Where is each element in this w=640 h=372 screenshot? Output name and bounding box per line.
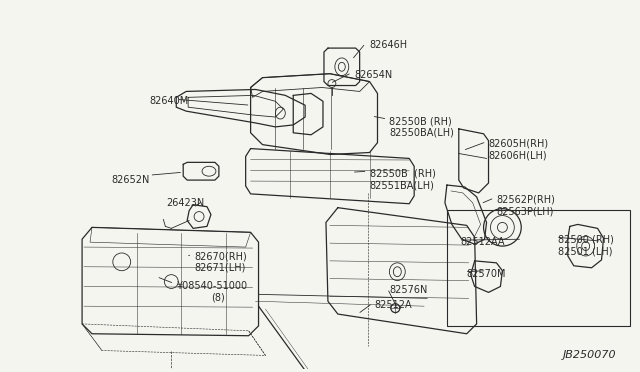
Text: 82501 (LH): 82501 (LH) (558, 246, 612, 256)
Text: 82640M: 82640M (150, 96, 189, 106)
Text: 82654N: 82654N (355, 70, 393, 80)
Text: 82550B (RH): 82550B (RH) (389, 116, 452, 126)
Text: 82671(LH): 82671(LH) (194, 263, 246, 273)
Text: 82652N: 82652N (112, 175, 150, 185)
Text: 82551BA(LH): 82551BA(LH) (369, 180, 435, 190)
Text: JB250070: JB250070 (563, 350, 616, 359)
Text: 82646H: 82646H (369, 40, 408, 50)
Text: ¥08540-51000: ¥08540-51000 (176, 280, 248, 291)
Text: 82606H(LH): 82606H(LH) (488, 151, 547, 161)
Text: 82576N: 82576N (389, 285, 428, 295)
Text: 26423N: 26423N (166, 198, 205, 208)
Text: 82562P(RH): 82562P(RH) (497, 195, 556, 205)
Bar (447, 210, 630, 326)
Text: 82512A: 82512A (374, 300, 412, 310)
Text: (8): (8) (211, 292, 225, 302)
Text: 82550B  (RH): 82550B (RH) (369, 168, 435, 178)
Text: 82670(RH): 82670(RH) (194, 251, 247, 261)
Text: 82550BA(LH): 82550BA(LH) (389, 128, 454, 138)
Text: 82605H(RH): 82605H(RH) (488, 139, 548, 149)
Text: 82563P(LH): 82563P(LH) (497, 207, 554, 217)
Text: 82570M: 82570M (467, 269, 506, 279)
Text: 82500 (RH): 82500 (RH) (558, 234, 614, 244)
Text: 82512AA: 82512AA (461, 237, 505, 247)
